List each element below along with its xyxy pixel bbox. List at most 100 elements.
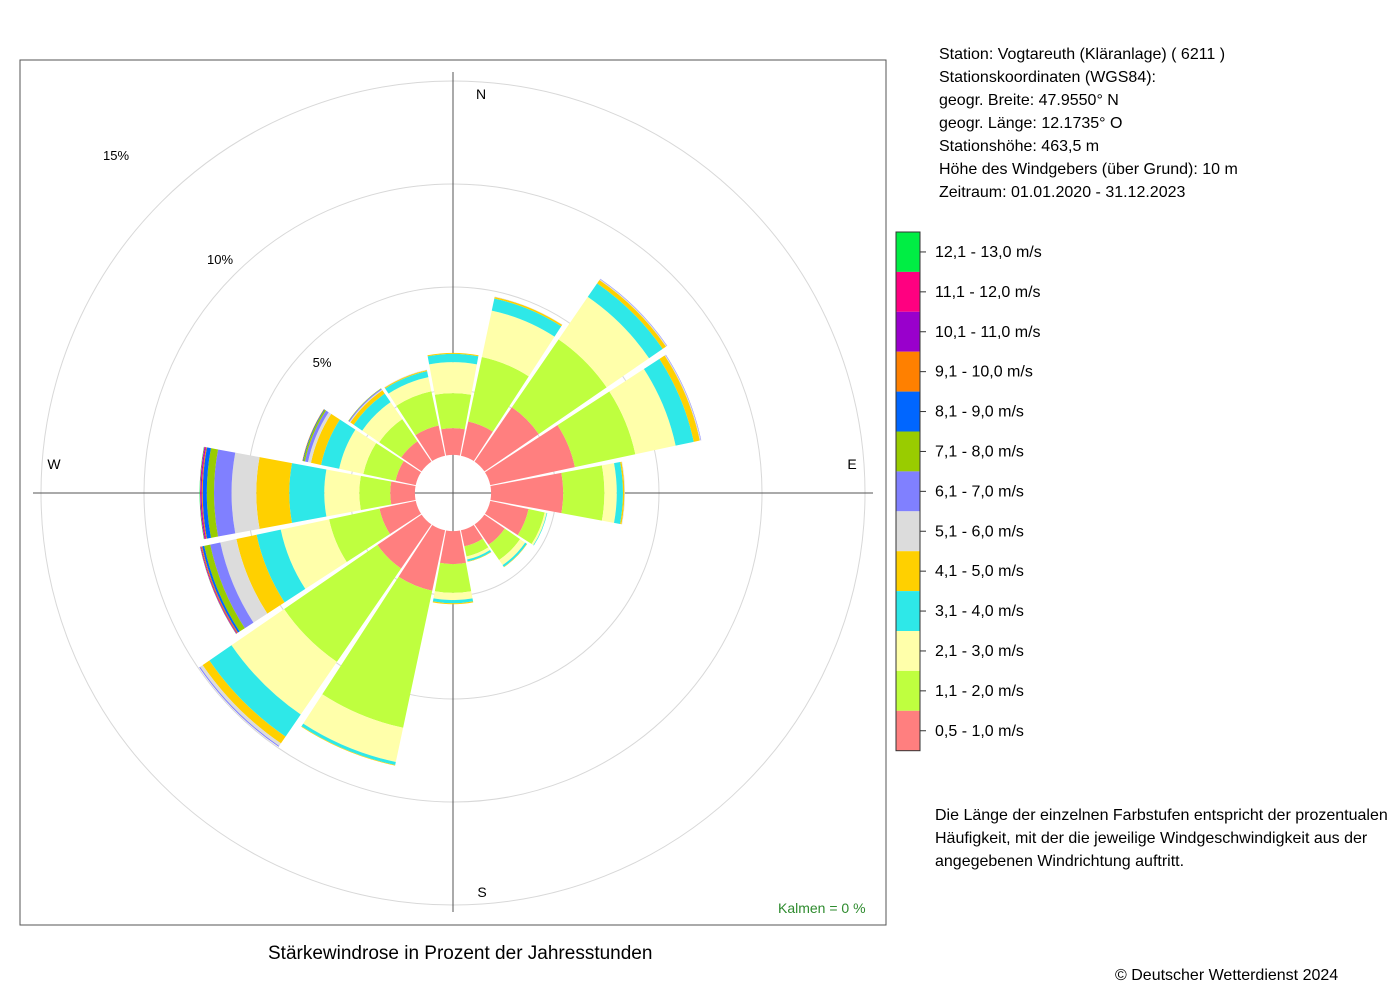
segment-SW-S-class-3 xyxy=(303,694,404,762)
segment-W-class-6 xyxy=(231,452,260,534)
calm-label: Kalmen = 0 % xyxy=(778,900,866,916)
segment-SE-class-1 xyxy=(474,514,505,545)
chart-title: Stärkewindrose in Prozent der Jahresstun… xyxy=(268,943,653,964)
legend-label-3: 2,1 - 3,0 m/s xyxy=(935,643,1024,660)
sector-N xyxy=(427,352,479,456)
segment-W-class-5 xyxy=(256,457,292,529)
segment-W-SW-class-4 xyxy=(256,529,306,603)
segment-S-SE-class-2 xyxy=(464,538,489,557)
segment-NE-N-class-5 xyxy=(494,296,563,327)
sector-W-SW xyxy=(199,500,422,634)
legend-label-7: 6,1 - 7,0 m/s xyxy=(935,483,1024,500)
station-latitude: geogr. Breite: 47.9550° N xyxy=(939,92,1119,109)
segment-W-SW-class-8 xyxy=(204,544,245,632)
segment-NW-class-2 xyxy=(379,419,418,458)
segment-SE-E-class-2 xyxy=(517,509,545,545)
segment-NW-W-class-8 xyxy=(303,409,327,462)
segment-N-class-1 xyxy=(441,428,465,456)
legend-label-4: 3,1 - 4,0 m/s xyxy=(935,603,1024,620)
ring-labels: 5% 10% 15% xyxy=(103,148,332,370)
segment-S-SE-class-3 xyxy=(466,547,491,560)
segment-NW-class-4 xyxy=(353,393,391,431)
segment-W-SW-class-6 xyxy=(220,539,268,623)
segment-SW-class-3 xyxy=(231,609,337,715)
segment-NE-N-class-2 xyxy=(468,356,529,432)
legend-frame xyxy=(895,231,921,752)
segment-W-class-10 xyxy=(201,447,207,539)
segment-N-NW-class-5 xyxy=(384,370,428,389)
segment-N-NW-class-3 xyxy=(388,377,432,406)
sector-E xyxy=(490,461,626,525)
segment-E-class-5 xyxy=(620,461,625,525)
segment-S-SE-class-4 xyxy=(467,550,492,562)
segment-W-SW-class-7 xyxy=(210,542,254,629)
copyright: © Deutscher Wetterdienst 2024 xyxy=(1115,967,1339,984)
segment-NW-W-class-1 xyxy=(395,461,422,486)
compass-labels: N E S W xyxy=(47,86,856,900)
segment-NW-W-class-4 xyxy=(321,419,356,469)
sector-W xyxy=(199,446,416,540)
station-name: Station: Vogtareuth (Kläranlage) ( 6211 … xyxy=(939,46,1226,63)
segment-E-class-2 xyxy=(561,465,605,521)
legend-swatch-4 xyxy=(896,591,920,631)
segment-N-class-2 xyxy=(434,393,472,430)
segment-S-class-2 xyxy=(434,562,472,593)
segment-SW-S-class-2 xyxy=(322,576,433,728)
legend-swatch-7 xyxy=(896,471,920,512)
segment-N-NW-class-1 xyxy=(415,425,446,462)
segment-NE-class-4 xyxy=(587,283,663,359)
sector-NE xyxy=(474,278,668,472)
sector-E-NE xyxy=(484,354,702,486)
legend-swatch-1 xyxy=(896,710,920,751)
sector-N-NW xyxy=(384,369,446,462)
station-elevation: Stationshöhe: 463,5 m xyxy=(939,138,1100,155)
segment-W-SW-class-1 xyxy=(379,500,422,534)
segment-NW-class-5 xyxy=(350,390,385,425)
compass-label-E: E xyxy=(847,456,856,472)
legend-label-6: 5,1 - 6,0 m/s xyxy=(935,523,1024,540)
legend-label-12: 11,1 - 12,0 m/s xyxy=(935,284,1041,301)
segment-W-class-7 xyxy=(214,449,236,537)
compass-axes xyxy=(33,72,873,912)
compass-label-N: N xyxy=(476,86,486,102)
segment-W-class-3 xyxy=(324,469,361,517)
segment-SW-class-5 xyxy=(202,660,286,744)
segment-W-class-12 xyxy=(200,446,205,540)
segment-NW-class-1 xyxy=(401,441,432,472)
segment-E-class-6 xyxy=(621,461,626,525)
legend-swatch-8 xyxy=(896,431,920,472)
segment-E-NE-class-1 xyxy=(484,425,575,486)
segment-N-NW-class-4 xyxy=(385,371,429,394)
segment-E-NE-class-5 xyxy=(659,355,700,442)
legend-label-11: 10,1 - 11,0 m/s xyxy=(935,324,1041,341)
segment-E-class-1 xyxy=(490,472,564,514)
legend-label-5: 4,1 - 5,0 m/s xyxy=(935,563,1024,580)
legend-label-13: 12,1 - 13,0 m/s xyxy=(935,244,1042,261)
sector-SE-E xyxy=(484,500,548,546)
segment-N-class-4 xyxy=(427,353,479,365)
sensor-height: Höhe des Windgebers (über Grund): 10 m xyxy=(939,161,1238,178)
segment-SW-S-class-1 xyxy=(398,524,446,591)
segment-E-NE-class-3 xyxy=(609,369,676,455)
legend-swatch-10 xyxy=(896,351,920,392)
segment-W-class-13 xyxy=(199,446,205,540)
segment-N-NW-class-2 xyxy=(396,391,439,436)
segment-W-class-9 xyxy=(202,447,211,539)
segment-N-class-5 xyxy=(427,352,479,357)
legend-label-8: 7,1 - 8,0 m/s xyxy=(935,443,1024,460)
time-period: Zeitraum: 01.01.2020 - 31.12.2023 xyxy=(939,184,1186,201)
ring-label-2: 10% xyxy=(207,252,233,267)
segment-SE-class-4 xyxy=(502,542,527,567)
sector-NW xyxy=(348,388,432,472)
segment-SW-class-6 xyxy=(200,665,281,746)
segment-NW-W-class-3 xyxy=(339,429,377,474)
segment-E-NE-class-4 xyxy=(643,358,694,446)
compass-label-W: W xyxy=(47,456,61,472)
segment-E-class-3 xyxy=(601,463,617,523)
sector-NW-W xyxy=(302,409,422,486)
legend-swatch-12 xyxy=(896,271,920,312)
legend-swatch-13 xyxy=(896,232,920,272)
segment-SW-S-class-4 xyxy=(301,723,396,766)
segment-NE-N-class-3 xyxy=(481,310,555,377)
